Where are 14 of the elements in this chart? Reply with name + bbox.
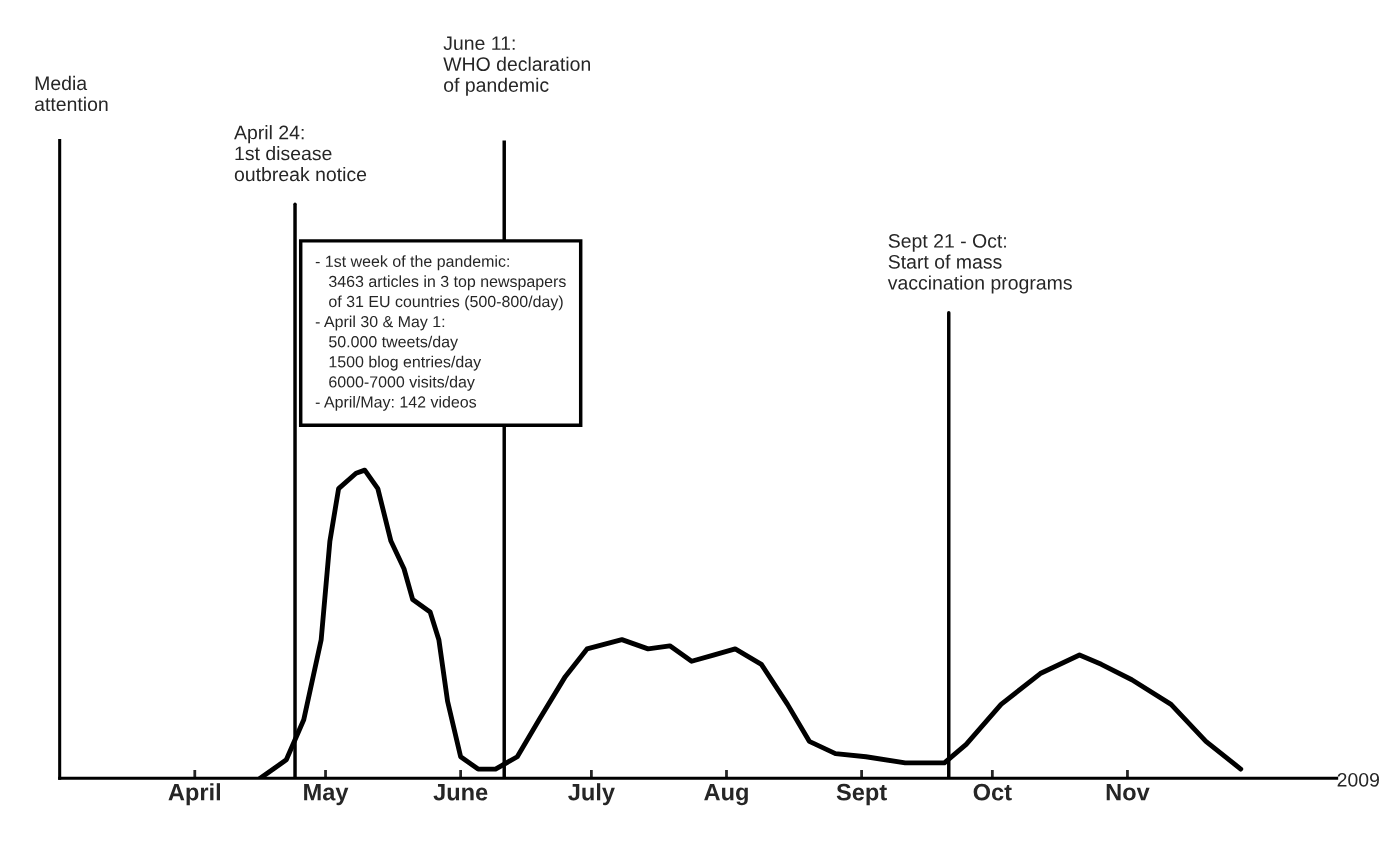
x-axis-title: 2009	[1337, 772, 1379, 787]
x-tick-label: June	[433, 784, 488, 801]
ref-line-label: Sept 21 - Oct: Start of mass vaccination programs	[887, 234, 1072, 294]
ref-line-label: June 11: WHO declaration of pandemic	[443, 36, 590, 96]
text: Media attention	[34, 75, 108, 112]
x-tick-label: May	[304, 784, 349, 806]
x-tick-label: April	[168, 783, 221, 806]
ref-line-label: April 24: 1st disease outbreak notice	[234, 125, 367, 182]
x-tick-label: July	[568, 783, 615, 806]
x-tick-label: Aug	[704, 783, 748, 806]
x-tick-label: Nov	[1106, 784, 1150, 801]
x-tick-label: Oct	[973, 783, 1012, 801]
x-tick-label: Sept	[836, 783, 887, 806]
text: - 1st week of the pandemic: 3463 articles in 3 top newspapers of 31 EU countries (500-800/day) - April 30 & May 1: 50.000 tweets/day 1500 blog entries/day 6000-7000 visits/day - April/May: 142 videos	[315, 255, 566, 411]
